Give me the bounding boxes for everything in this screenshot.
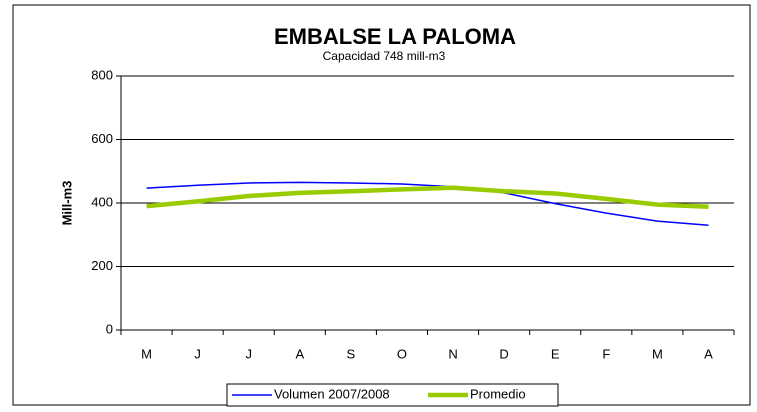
chart-frame	[12, 4, 751, 406]
legend-label: Promedio	[470, 386, 526, 401]
chart-subtitle: Capacidad 748 mill-m3	[323, 49, 446, 63]
chart-title: EMBALSE LA PALOMA	[274, 24, 516, 49]
y-tick-label: 800	[91, 67, 113, 82]
x-tick-label: F	[602, 346, 610, 361]
x-tick-label: M	[141, 346, 152, 361]
x-tick-label: E	[551, 346, 560, 361]
x-tick-label: J	[245, 346, 252, 361]
series-line	[146, 181, 709, 226]
x-tick-label: A	[295, 346, 304, 361]
x-tick-label: N	[448, 346, 457, 361]
y-tick-label: 400	[91, 194, 113, 209]
x-tick-label: S	[347, 346, 356, 361]
x-tick-label: D	[499, 346, 508, 361]
x-tick-label: O	[397, 346, 407, 361]
x-tick-label: A	[704, 346, 713, 361]
legend-box	[226, 383, 559, 407]
series-line	[146, 185, 709, 210]
y-axis-label: Mill-m3	[59, 181, 74, 226]
y-tick-label: 0	[106, 321, 113, 336]
x-tick-label: J	[194, 346, 201, 361]
y-tick-label: 600	[91, 131, 113, 146]
y-tick-label: 200	[91, 258, 113, 273]
legend-label: Volumen 2007/2008	[274, 386, 390, 401]
x-tick-label: M	[652, 346, 663, 361]
